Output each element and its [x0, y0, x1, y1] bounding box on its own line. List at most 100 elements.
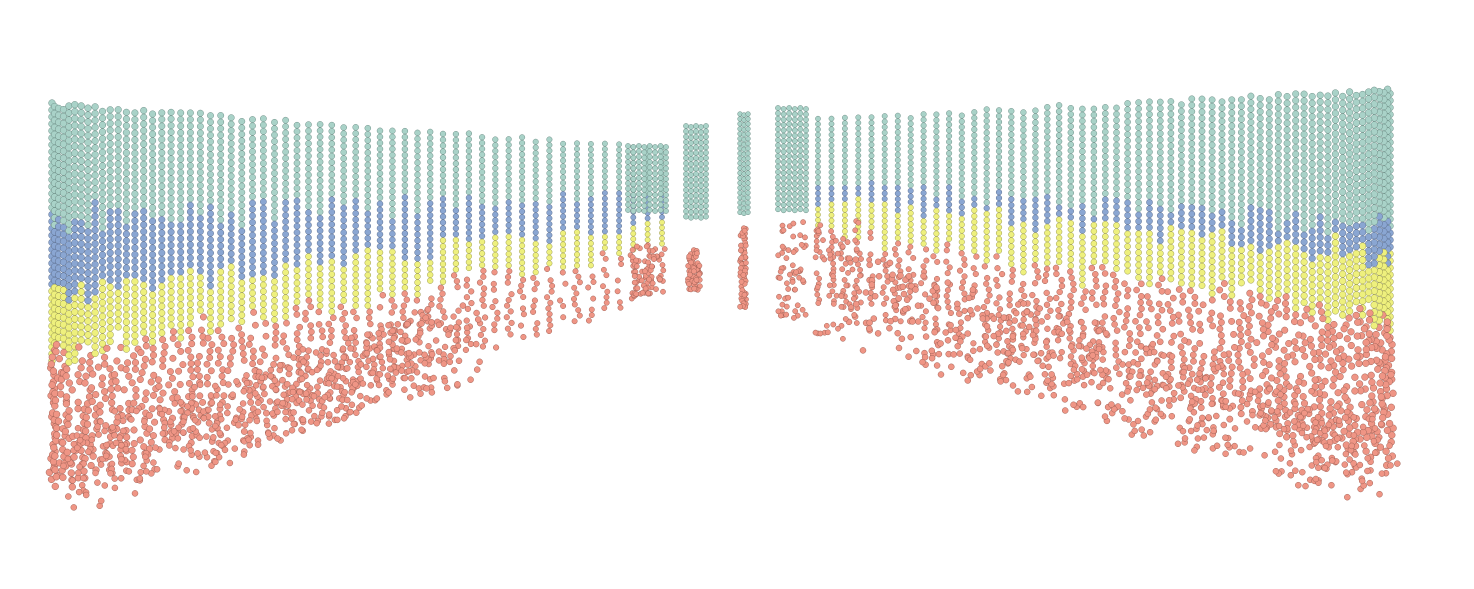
top-band-point: [1256, 101, 1264, 109]
lower-middle-band-point: [140, 301, 148, 310]
top-band-point: [1113, 141, 1120, 149]
top-band-point: [439, 148, 447, 155]
upper-middle-band-point: [316, 227, 324, 234]
bottom-band-point: [1237, 403, 1245, 411]
top-band-point: [1218, 130, 1226, 138]
bottom-band-point: [175, 367, 183, 375]
top-band-point: [249, 116, 256, 123]
bottom-band-point: [364, 331, 371, 338]
top-band-point: [352, 185, 359, 193]
bottom-band-point: [143, 468, 150, 475]
upper-middle-band-point: [71, 246, 79, 254]
top-band-point: [546, 198, 553, 205]
top-band-point: [340, 179, 347, 187]
bottom-band-point: [319, 333, 327, 341]
bottom-band-point: [170, 428, 178, 435]
upper-middle-band-point: [1124, 212, 1131, 219]
upper-middle-band-point: [207, 203, 214, 211]
top-band-point: [439, 130, 447, 138]
lower-middle-band-point: [1008, 243, 1015, 250]
bottom-band-point: [299, 346, 307, 353]
top-band-point: [91, 192, 99, 200]
top-band-point: [1167, 148, 1175, 156]
bottom-band-point: [1058, 349, 1065, 356]
lower-middle-band-point: [122, 332, 130, 340]
top-band-point: [1331, 102, 1339, 111]
lower-middle-band-point: [1067, 220, 1075, 227]
top-band-point: [1135, 118, 1142, 125]
top-band-point: [983, 193, 990, 200]
bottom-band-point: [1132, 318, 1139, 325]
top-band-point: [519, 168, 526, 175]
bottom-band-point: [1046, 295, 1054, 302]
top-band-point: [140, 133, 148, 141]
lower-middle-band-point: [122, 318, 130, 326]
top-band-point: [1283, 106, 1291, 114]
bottom-band-point: [148, 358, 156, 366]
top-band-point: [1228, 135, 1236, 143]
bottom-band-point: [386, 356, 394, 363]
upper-middle-band-point: [352, 234, 359, 242]
bottom-band-point: [1275, 330, 1283, 338]
lower-middle-band-point: [1358, 283, 1367, 292]
lower-middle-band-point: [376, 267, 384, 275]
top-band-point: [106, 153, 114, 162]
upper-middle-band-point: [328, 233, 336, 241]
upper-middle-band-point: [114, 221, 122, 229]
bottom-band-point: [131, 365, 139, 373]
lower-middle-band-point: [158, 322, 166, 330]
lower-middle-band-point: [1020, 251, 1027, 258]
top-band-point: [1364, 219, 1373, 227]
top-band-point: [1044, 104, 1051, 111]
bottom-band-point: [1301, 312, 1309, 320]
top-band-point: [492, 147, 499, 155]
lower-middle-band-point: [77, 336, 85, 344]
top-band-point: [1256, 161, 1264, 168]
upper-middle-band-point: [238, 240, 246, 248]
top-band-point: [1364, 122, 1373, 131]
bottom-band-point: [1299, 393, 1307, 401]
top-band-point: [293, 191, 301, 198]
bottom-band-point: [1341, 393, 1349, 401]
top-band-point: [1135, 193, 1142, 200]
upper-middle-band-point: [271, 220, 278, 228]
lower-middle-band-point: [71, 356, 79, 364]
top-band-point: [1283, 173, 1291, 181]
top-band-point: [1156, 149, 1164, 156]
top-band-point: [1055, 114, 1063, 121]
upper-middle-band-point: [479, 221, 486, 228]
lower-middle-band-point: [106, 297, 114, 305]
lower-middle-band-point: [1090, 258, 1098, 266]
bottom-band-point: [1275, 310, 1283, 318]
lower-middle-band-point: [282, 294, 289, 302]
lower-middle-band-point: [77, 295, 85, 303]
top-band-point: [1300, 90, 1308, 98]
top-band-point: [1188, 121, 1196, 128]
lower-middle-band-point: [983, 234, 990, 241]
top-band-point: [1032, 178, 1039, 186]
top-band-point: [114, 174, 122, 182]
bottom-band-point: [1093, 301, 1100, 309]
top-band-point: [238, 182, 246, 190]
top-band-point: [1247, 112, 1255, 120]
top-band-point: [492, 188, 499, 195]
top-band-point: [1247, 118, 1255, 126]
lower-middle-band-point: [177, 328, 185, 335]
upper-middle-band-point: [186, 208, 194, 216]
top-band-point: [1055, 192, 1063, 199]
top-band-point: [131, 122, 139, 130]
bottom-band-point: [74, 371, 82, 379]
top-band-point: [1364, 226, 1373, 234]
bottom-band-point: [1267, 314, 1275, 322]
upper-middle-band-point: [282, 199, 289, 206]
top-band-point: [1020, 138, 1027, 146]
top-band-point: [587, 141, 594, 147]
lower-middle-band-point: [1316, 274, 1324, 282]
top-band-point: [122, 115, 130, 123]
top-band-point: [465, 171, 472, 178]
top-band-point: [1256, 154, 1264, 162]
bottom-band-point: [377, 353, 384, 360]
top-band-point: [560, 179, 567, 186]
lower-middle-band-point: [560, 247, 567, 254]
bottom-band-point: [1112, 339, 1119, 347]
